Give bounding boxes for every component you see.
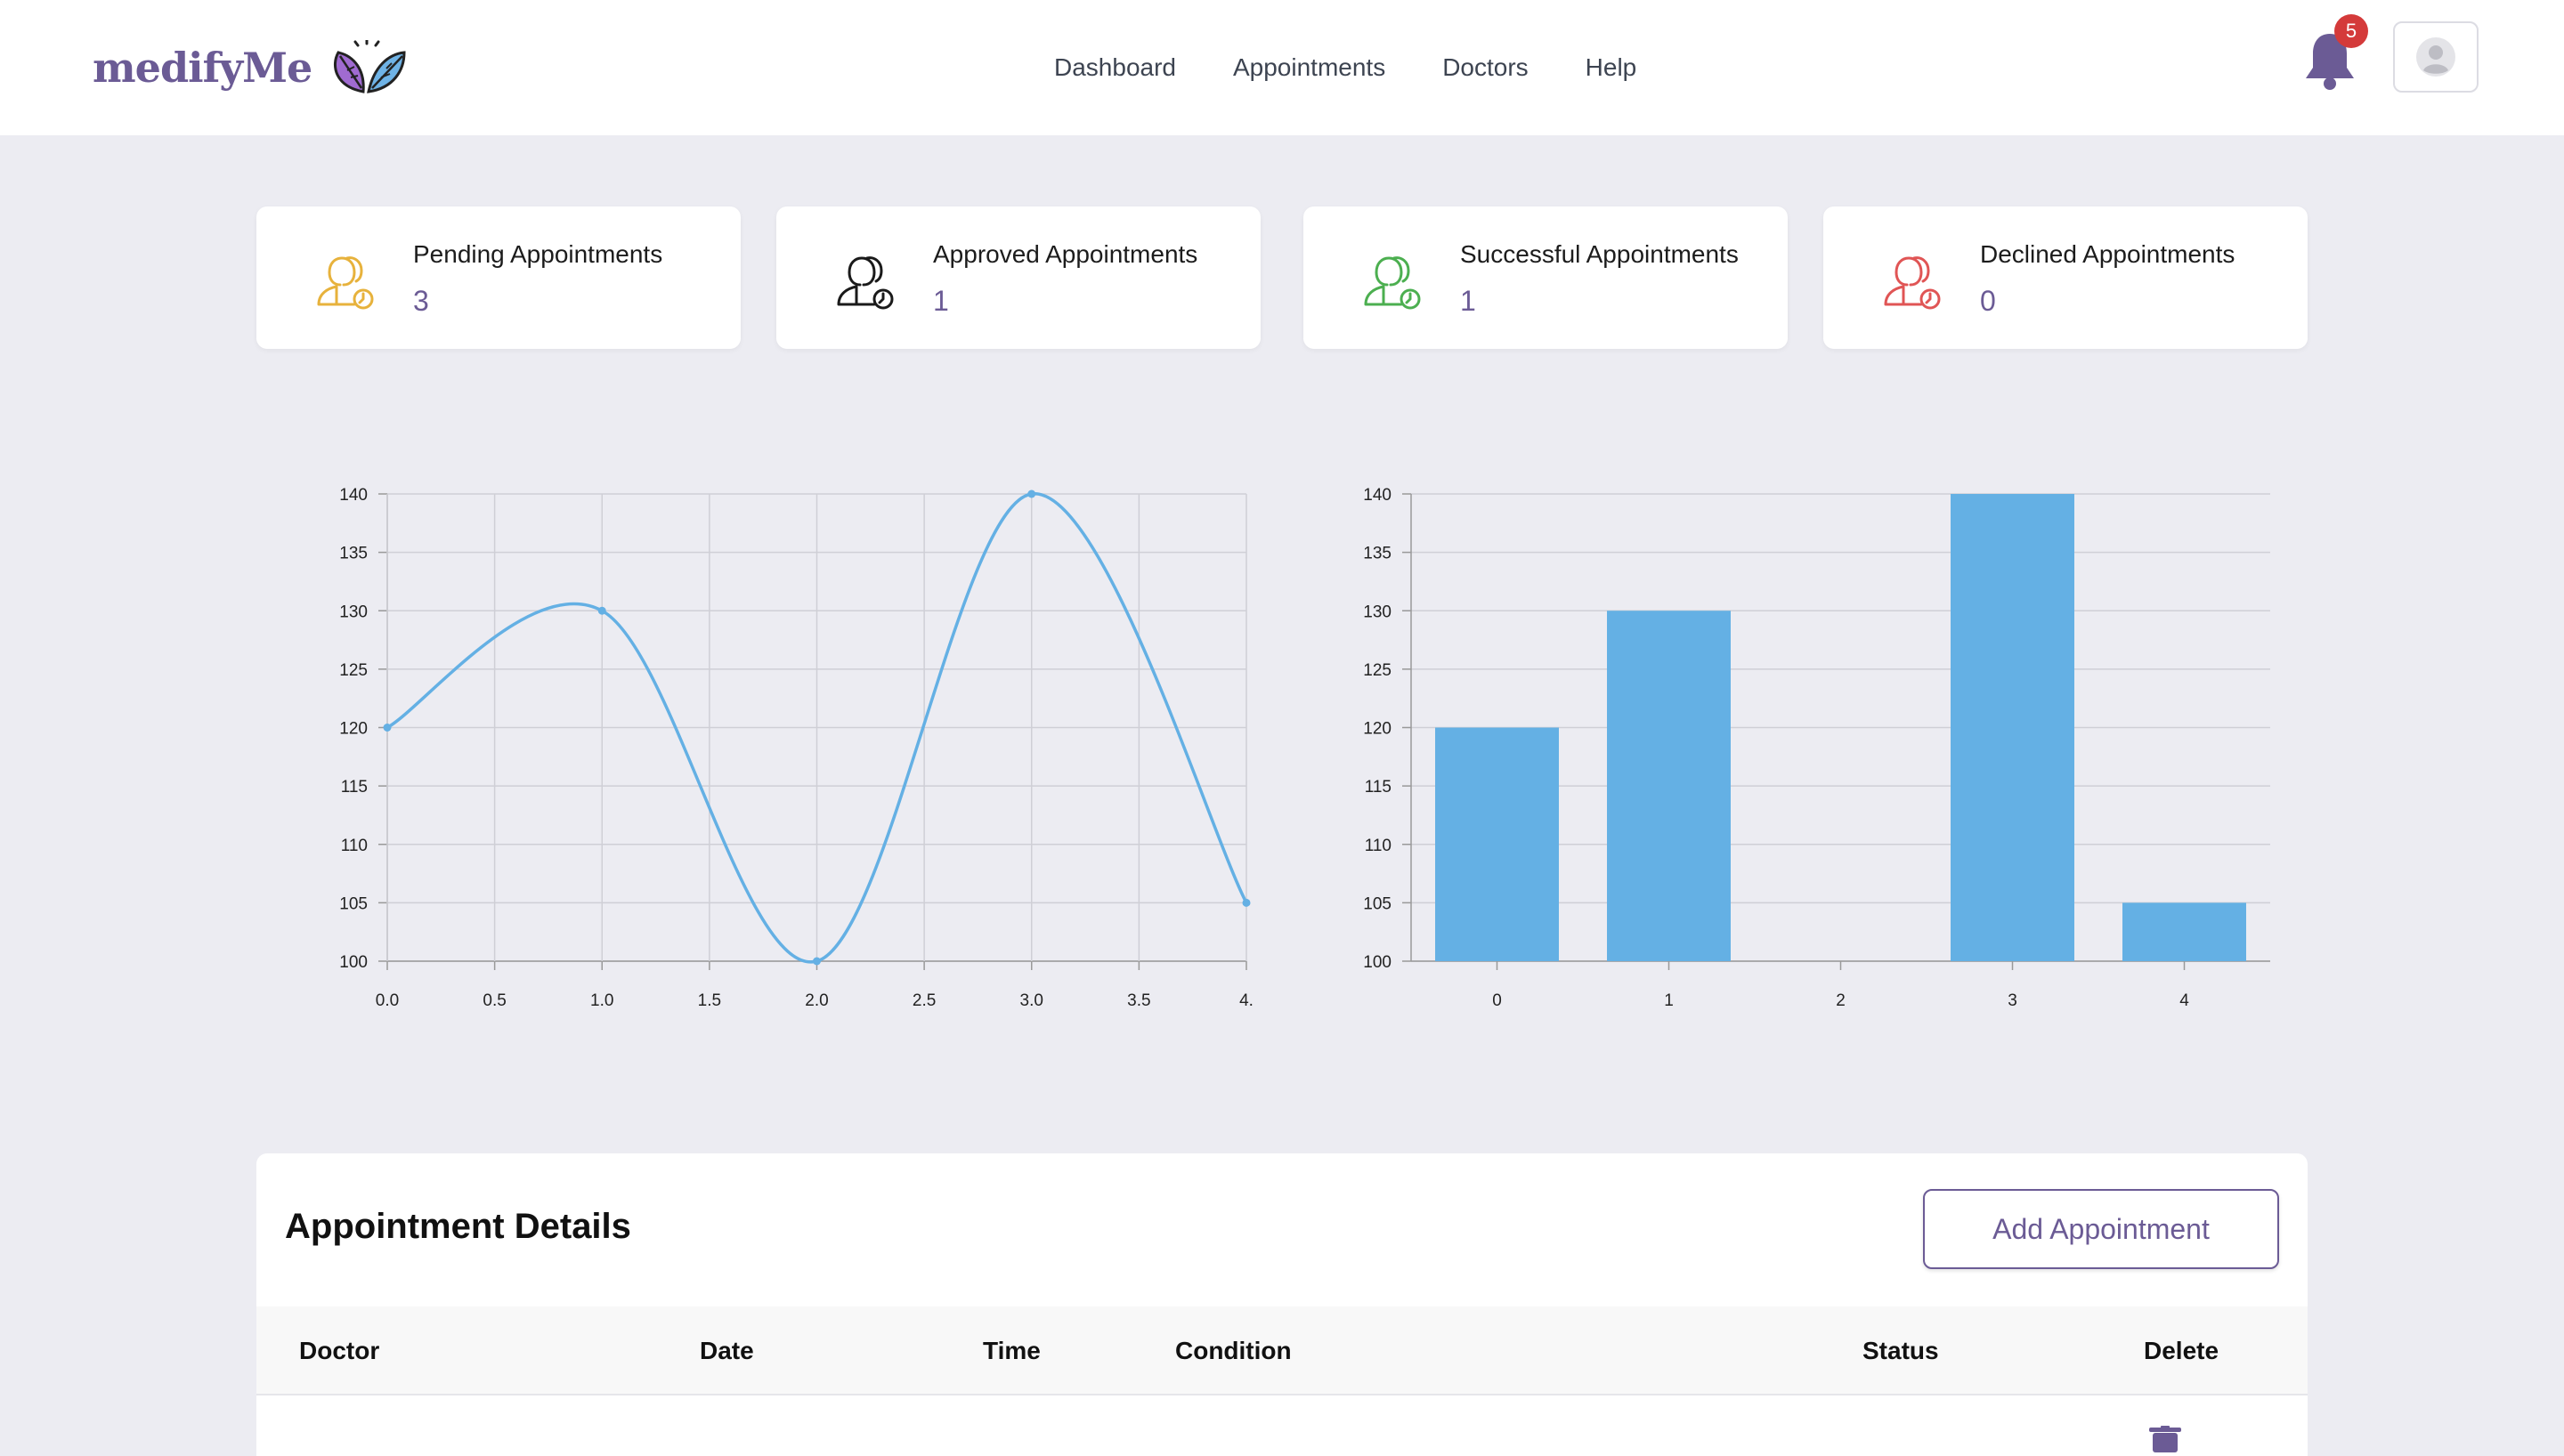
main-nav: Dashboard Appointments Doctors Help [1054,41,1636,94]
bar-0 [1435,727,1559,961]
column-header-status[interactable]: Status [1862,1337,1939,1364]
user-avatar-icon [2416,37,2455,77]
y-tick-label: 105 [339,894,368,913]
y-tick-label: 100 [1363,953,1392,972]
x-tick-label: 0.0 [376,991,399,1010]
column-header-condition[interactable]: Condition [1175,1337,1292,1364]
stat-card-pending[interactable]: Pending Appointments 3 [256,206,741,349]
users-clock-icon [837,256,894,310]
x-tick-label: 2.5 [913,991,936,1010]
nav-dashboard[interactable]: Dashboard [1054,53,1176,81]
stat-value: 1 [933,285,949,317]
nav-appointments[interactable]: Appointments [1232,53,1386,81]
line-chart-svg: 100 105 110 115 120 125 130 135 140 0.0 0.5 1.0 1.5 2… [339,486,1254,1010]
bar-chart: 100 105 110 115 120 125 130 135 140 0 1 2 3 4 [1327,472,2288,1023]
leaf-logo-icon [334,40,406,93]
y-tick-label: 135 [339,545,368,563]
series-line [386,492,1248,964]
y-tick-label: 110 [341,837,368,855]
users-clock-icon [1364,256,1421,310]
data-point [383,724,392,732]
column-header-date[interactable]: Date [700,1337,754,1364]
x-tick-label: 3 [2008,991,2017,1010]
brand-name: medifyMe [93,44,312,92]
x-tick-label: 0.5 [483,991,506,1010]
panel-title: Appointment Details [285,1207,631,1246]
y-tick-label: 115 [341,778,368,797]
data-point [1027,489,1036,498]
stat-card-declined[interactable]: Declined Appointments 0 [1823,206,2308,349]
y-tick-label: 120 [1363,720,1392,739]
nav-help[interactable]: Help [1585,53,1637,81]
trash-icon[interactable] [2147,1426,2183,1452]
x-tick-label: 2.0 [805,991,828,1010]
line-chart: 100 105 110 115 120 125 130 135 140 0.0 0.5 1.0 1.5 2… [303,472,1264,1023]
y-tick-label: 105 [1363,894,1392,913]
table-header: Doctor Date Time Condition Status Delete [256,1306,2308,1395]
data-point [813,957,821,966]
column-header-time[interactable]: Time [983,1337,1041,1364]
stat-value: 0 [1980,285,1996,317]
stat-value: 3 [413,285,429,317]
x-tick-label: 3.0 [1020,991,1043,1010]
bar-chart-svg: 100 105 110 115 120 125 130 135 140 0 1 2 3 4 [1363,486,2270,1010]
stat-title: Successful Appointments [1460,240,1739,268]
bar-1 [1607,611,1731,961]
stat-title: Pending Appointments [413,240,663,268]
users-clock-icon [1884,256,1941,310]
bar-3 [1951,494,2074,961]
y-tick-label: 135 [1363,545,1392,563]
y-tick-label: 120 [339,720,368,739]
bar-4 [2122,902,2246,961]
x-tick-label: 0 [1492,991,1502,1010]
users-clock-icon [317,256,374,310]
notifications-button[interactable]: 5 [2302,14,2368,91]
top-navbar: medifyMe Dashboard Appointments Doctors … [0,0,2564,135]
y-tick-label: 140 [339,486,368,505]
stat-card-approved[interactable]: Approved Appointments 1 [776,206,1261,349]
appointment-details-panel: Appointment Details Add Appointment Doct… [256,1153,2308,1456]
y-tick-label: 130 [1363,603,1392,621]
brand-logo[interactable]: medifyMe [93,30,406,105]
stat-card-successful[interactable]: Successful Appointments 1 [1303,206,1788,349]
y-tick-label: 130 [339,603,368,621]
y-tick-label: 140 [1363,486,1392,505]
data-point [1242,898,1251,907]
stat-title: Declined Appointments [1980,240,2235,268]
stat-title: Approved Appointments [933,240,1198,268]
y-tick-label: 125 [1363,661,1392,680]
column-header-doctor[interactable]: Doctor [299,1337,380,1364]
x-tick-label: 1 [1664,991,1674,1010]
y-tick-label: 110 [1365,837,1392,855]
column-header-delete[interactable]: Delete [2144,1337,2219,1364]
x-tick-label: 2 [1836,991,1846,1010]
y-tick-label: 125 [339,661,368,680]
add-appointment-button[interactable]: Add Appointment [1923,1189,2279,1269]
x-tick-label: 3.5 [1127,991,1150,1010]
account-menu-button[interactable] [2393,21,2479,93]
data-point [597,606,606,615]
x-tick-label: 1.0 [590,991,613,1010]
x-tick-label: 4 [2179,991,2189,1010]
nav-doctors[interactable]: Doctors [1442,53,1529,81]
x-tick-label: 4. [1239,991,1254,1010]
y-tick-label: 100 [339,953,368,972]
notification-count-badge: 5 [2334,14,2368,48]
y-tick-label: 115 [1365,778,1392,797]
x-tick-label: 1.5 [698,991,721,1010]
stat-value: 1 [1460,285,1476,317]
